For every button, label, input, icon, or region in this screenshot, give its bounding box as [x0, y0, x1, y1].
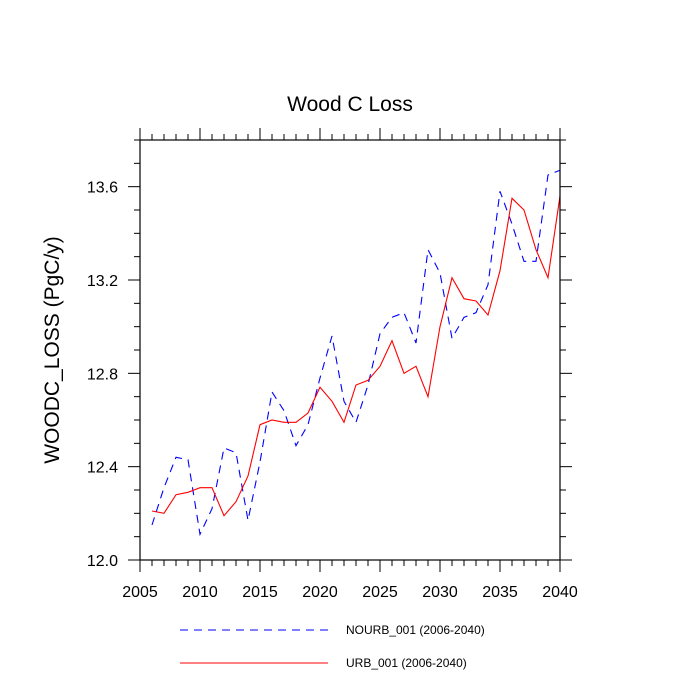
x-tick-label: 2020 [302, 584, 338, 601]
legend-label: NOURB_001 (2006-2040) [346, 623, 485, 637]
plot-frame [139, 139, 561, 561]
x-tick-label: 2010 [182, 584, 218, 601]
y-tick-label: 12.4 [87, 460, 118, 477]
series-line-urb [151, 195, 561, 517]
chart-title: Wood C Loss [287, 93, 413, 116]
series-group [151, 169, 561, 537]
x-tick-label: 2015 [242, 584, 278, 601]
y-tick-labels: 12.0 12.4 12.8 13.2 13.6 [87, 180, 118, 570]
x-tick-label: 2040 [542, 584, 578, 601]
x-tick-labels: 2005 2010 2015 2020 2025 2030 2035 2040 [122, 584, 578, 601]
y-axis-label: WOODC_LOSS (PgC/y) [41, 236, 64, 464]
x-tick-label: 2030 [422, 584, 458, 601]
y-tick-label: 12.0 [87, 553, 118, 570]
axis-ticks [128, 128, 572, 572]
legend: NOURB_001 (2006-2040) URB_001 (2006-2040) [180, 623, 485, 670]
y-tick-label: 13.6 [87, 180, 118, 197]
x-tick-label: 2035 [482, 584, 518, 601]
x-tick-label: 2025 [362, 584, 398, 601]
legend-label: URB_001 (2006-2040) [346, 656, 467, 670]
series-line-nourb [151, 169, 561, 537]
y-tick-label: 13.2 [87, 273, 118, 290]
x-tick-label: 2005 [122, 584, 158, 601]
y-tick-label: 12.8 [87, 366, 118, 383]
